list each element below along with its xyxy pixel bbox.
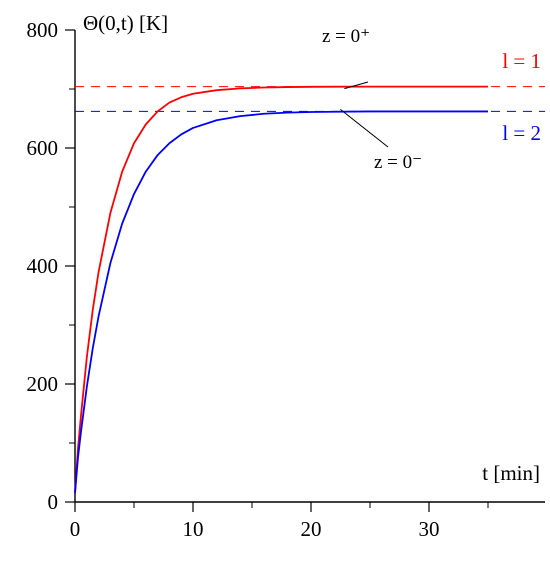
series-label: l = 1	[502, 49, 541, 73]
asymptote-lines	[75, 86, 545, 112]
series-line	[74, 110, 488, 494]
annotation-leader	[340, 109, 389, 148]
y-tick-label: 400	[27, 254, 59, 278]
annotation-leader	[344, 81, 369, 90]
series-label: l = 2	[502, 121, 541, 145]
x-tick-label: 20	[301, 517, 322, 541]
series-curves	[74, 85, 488, 494]
y-tick-label: 200	[27, 372, 59, 396]
annotations: z = 0⁺ z = 0⁻ l = 1 l = 2	[322, 26, 541, 173]
y-tick-label: 600	[27, 136, 59, 160]
x-tick-label: 30	[419, 517, 440, 541]
x-tick-label: 10	[183, 517, 204, 541]
y-tick-label: 0	[48, 490, 59, 514]
x-axis-title: t [min]	[482, 461, 540, 485]
annotation-z-plus: z = 0⁺	[322, 26, 370, 47]
y-tick-label: 800	[27, 18, 59, 42]
series-line	[74, 85, 488, 494]
annotation-z-minus: z = 0⁻	[374, 152, 422, 173]
axes: 0 200 400 600 800 0 10 20 30	[27, 18, 545, 541]
y-axis-title: Θ(0,t) [K]	[83, 11, 168, 35]
x-tick-label: 0	[70, 517, 81, 541]
